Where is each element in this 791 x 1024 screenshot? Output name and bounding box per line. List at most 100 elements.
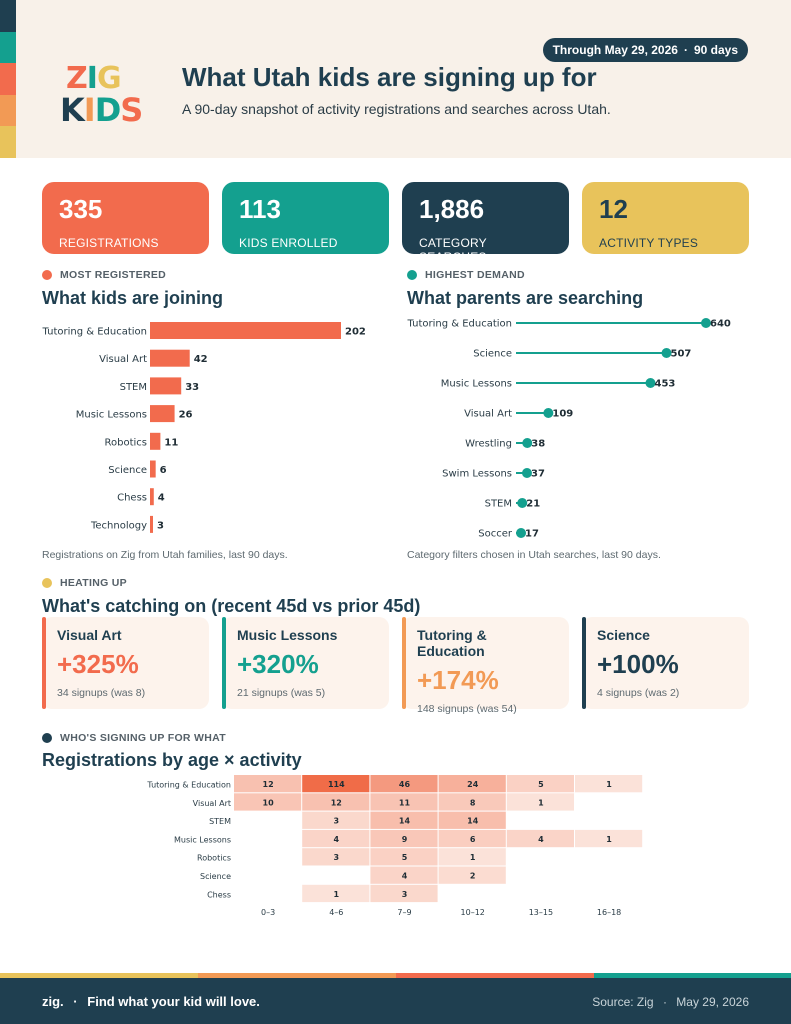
heatmap-cell (302, 884, 370, 903)
heatmap-cell (506, 775, 574, 793)
trend-signups: 4 signups (was 2) (597, 687, 680, 699)
section-title-demand: What parents are searching (407, 288, 644, 308)
heatmap-cell-value: 14 (399, 817, 411, 826)
heatmap-cell-value: 12 (263, 780, 274, 789)
heatmap-cell-value: 4 (538, 835, 544, 844)
bar-category-label: Science (108, 465, 147, 476)
footer-stripe-coral (396, 973, 594, 978)
lollipop-value-label: 109 (552, 409, 573, 420)
heatmap-cell (370, 884, 438, 903)
heatmap-cell-value: 5 (538, 780, 544, 789)
trend-card-music-lessons: Music Lessons +320% 21 signups (was 5) (222, 617, 389, 709)
kpi-registrations: 335 REGISTRATIONS (42, 182, 209, 254)
heatmap-cell-value: 1 (538, 798, 544, 807)
logo-letter: G (96, 61, 122, 96)
trend-accent-bar (402, 617, 406, 709)
bar-category-label: STEM (120, 382, 147, 393)
lollipop-category-label: Wrestling (465, 439, 512, 450)
footer-date: May 29, 2026 (676, 995, 749, 1009)
heatmap-row-label: Chess (207, 890, 231, 899)
bar-category-label: Music Lessons (76, 410, 147, 421)
heatmap-cell (302, 793, 370, 811)
teal-dot-icon (407, 270, 417, 280)
heatmap-cell (302, 848, 370, 866)
lollipop-value-label: 37 (531, 469, 545, 480)
heatmap-cell-value: 3 (334, 853, 340, 862)
section-tag-registered: MOST REGISTERED (42, 269, 166, 281)
trend-card-science: Science +100% 4 signups (was 2) (582, 617, 749, 709)
page-title: What Utah kids are signing up for (182, 62, 597, 92)
bar-category-label: Robotics (105, 437, 148, 448)
lollipop-category-label: Music Lessons (441, 379, 512, 390)
bar-value-label: 33 (185, 382, 199, 393)
trend-percent: +320% (237, 649, 319, 679)
bar-value-label: 42 (194, 354, 208, 365)
trend-percent: +100% (597, 649, 679, 679)
bar (150, 322, 341, 339)
heatmap-cell (438, 793, 506, 811)
heatmap-row-label: Robotics (197, 854, 231, 863)
bar-value-label: 4 (158, 493, 165, 504)
bar-value-label: 11 (164, 437, 178, 448)
bar-value-label: 26 (179, 410, 193, 421)
heatmap-cell-value: 1 (606, 780, 612, 789)
trend-accent-bar (222, 617, 226, 709)
kpi-label: KIDS ENROLLED (239, 236, 338, 250)
heatmap-cell-value: 1 (334, 890, 340, 899)
lollipop-category-label: Soccer (478, 529, 513, 540)
bar (150, 405, 175, 423)
section-tag-heating: HEATING UP (42, 577, 127, 589)
bar-value-label: 202 (345, 327, 366, 338)
heatmap-cell-value: 4 (402, 872, 408, 881)
lollipop-category-label: Swim Lessons (442, 469, 512, 480)
logo-letter: I (83, 91, 96, 129)
footer-brand-line: zig. · Find what your kid will love. (42, 994, 260, 1009)
heatmap-cell (575, 829, 643, 848)
heatmap-cell-value: 24 (467, 780, 479, 789)
heatmap-cell (506, 793, 574, 811)
heatmap-cell (506, 829, 574, 848)
lollipop-value-label: 640 (710, 319, 731, 330)
navy-dot-icon (42, 733, 52, 743)
heatmap-cell (234, 793, 302, 811)
bar-category-label: Visual Art (99, 354, 147, 365)
trend-percent: +174% (417, 665, 499, 695)
trend-signups: 148 signups (was 54) (417, 703, 517, 715)
heatmap-cell (370, 775, 438, 793)
coral-dot-icon (42, 270, 52, 280)
heatmap-cell-value: 9 (402, 835, 408, 844)
footer: zig. · Find what your kid will love. Sou… (0, 978, 791, 1024)
lollipop-category-label: Visual Art (464, 409, 512, 420)
heatmap-col-label: 4–6 (329, 908, 343, 917)
heatmap-cell (302, 775, 370, 793)
stripe-teal (0, 32, 16, 63)
heatmap-cell-value: 2 (470, 872, 476, 881)
heatmap-cell-value: 1 (606, 835, 612, 844)
stripe-coral (0, 63, 16, 95)
kpi-value: 113 (239, 194, 281, 224)
zig-kids-logo: Z I G K I D S (60, 61, 143, 134)
bar (150, 432, 161, 450)
heatmap-cell-value: 12 (331, 798, 342, 807)
lollipop-category-label: Science (473, 349, 512, 360)
bar-value-label: 3 (157, 520, 164, 531)
section-tag-demand: HIGHEST DEMAND (407, 269, 525, 281)
footer-tagline: Find what your kid will love. (87, 994, 260, 1009)
trend-name: Visual Art (57, 627, 122, 643)
logo-letter: D (94, 91, 122, 129)
trend-name: Music Lessons (237, 627, 338, 643)
heatmap-cell (438, 829, 506, 848)
logo-letter: S (120, 91, 143, 129)
heatmap-row-label: Music Lessons (174, 835, 231, 844)
lollipop-category-label: Tutoring & Education (407, 319, 512, 330)
heatmap-cell-value: 114 (328, 780, 345, 789)
heatmap-cell-value: 4 (334, 835, 340, 844)
logo-letter: I (86, 61, 98, 96)
lollipop-value-label: 453 (654, 379, 675, 390)
heatmap-row-label: Visual Art (193, 799, 231, 808)
heatmap-row-label: Tutoring & Education (146, 781, 231, 790)
lollipop-point (543, 408, 554, 418)
heatmap-col-label: 10–12 (461, 908, 485, 917)
badge-separator: · (683, 43, 688, 57)
